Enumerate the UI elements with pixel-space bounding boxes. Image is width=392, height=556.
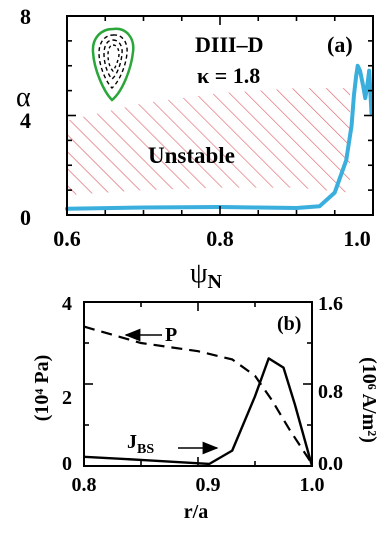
b-xtick-1.0: 1.0	[300, 474, 325, 496]
flux-surface-1	[98, 34, 128, 89]
flux-surface-3	[107, 44, 120, 73]
kappa-label: κ = 1.8	[197, 63, 260, 88]
a-ylabel: α	[16, 82, 31, 113]
b-ylabel-left: (10⁴ Pa)	[31, 355, 53, 422]
unstable-label: Unstable	[148, 143, 235, 168]
b-ytick-right-1.6: 1.6	[318, 293, 343, 315]
a-xtick-1.0: 1.0	[343, 226, 371, 251]
a-ytick-0: 0	[20, 205, 31, 230]
p-label: P	[165, 324, 177, 346]
b-xtick-0.9: 0.9	[196, 474, 221, 496]
flux-surface-2	[103, 39, 123, 80]
a-ytick-8: 8	[20, 4, 31, 29]
a-xlabel: ψN	[190, 258, 223, 293]
b-xlabel: r/a	[184, 501, 208, 523]
plasma-shape-inset	[91, 27, 135, 102]
a-xtick-0.6: 0.6	[53, 226, 81, 251]
panel-b-ticks	[83, 301, 313, 467]
plasma-boundary	[91, 27, 135, 102]
b-xtick-0.8: 0.8	[72, 474, 97, 496]
b-ytick-left-0: 0	[62, 453, 72, 475]
b-ytick-right-0.0: 0.0	[318, 453, 343, 475]
pressure-curve	[83, 325, 313, 465]
panel-b: 4 2 0 1.6 0.8 0.0 0.8 0.9 1.0 r/a (10⁴ P…	[31, 293, 380, 523]
device-label: DIII–D	[195, 32, 263, 57]
panel-a: 8 4 0 0.6 0.8 1.0 α ψN DIII–D (a) κ = 1.…	[16, 4, 374, 293]
b-ytick-left-4: 4	[62, 293, 72, 315]
panel-a-label: (a)	[327, 32, 353, 57]
b-ytick-left-2: 2	[62, 387, 72, 409]
b-ylabel-right: (10⁶ A/m²)	[358, 357, 380, 443]
alpha-curve	[65, 63, 374, 211]
panel-b-label: (b)	[277, 313, 301, 335]
b-ytick-right-0.8: 0.8	[318, 381, 343, 403]
panel-a-ticks	[66, 15, 374, 216]
a-ytick-4: 4	[20, 108, 31, 133]
unstable-region	[67, 88, 351, 196]
jbs-label: JBS	[127, 431, 154, 457]
bootstrap-current-curve	[83, 357, 314, 467]
a-xtick-0.8: 0.8	[206, 226, 234, 251]
